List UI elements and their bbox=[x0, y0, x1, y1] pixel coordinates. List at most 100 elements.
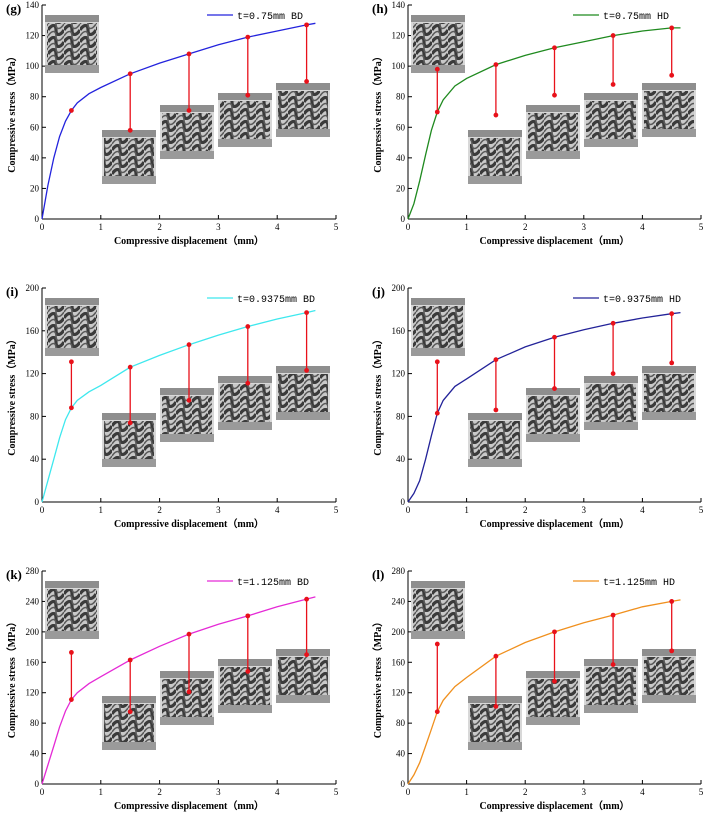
specimen-thumbnail bbox=[642, 649, 696, 703]
y-tick-label: 40 bbox=[30, 454, 40, 464]
thumbnail-platen-top bbox=[160, 105, 214, 112]
x-tick-label: 1 bbox=[464, 505, 469, 515]
marker-point bbox=[186, 51, 192, 57]
panel-letter: (g) bbox=[6, 1, 21, 16]
marker-point bbox=[669, 72, 675, 78]
marker-point bbox=[434, 410, 440, 416]
thumbnail-lattice bbox=[413, 23, 463, 65]
y-tick-label: 0 bbox=[401, 779, 406, 789]
thumbnail-platen-bottom bbox=[102, 742, 156, 750]
thumbnail-platen-top bbox=[468, 413, 522, 420]
x-tick-label: 2 bbox=[523, 222, 528, 232]
data-series-line bbox=[41, 596, 316, 785]
thumbnail-platen-top bbox=[276, 366, 330, 373]
thumbnail-platen-bottom bbox=[276, 695, 330, 703]
chart-panel: 0 1 2 3 4 5 0 40 80 120 160 200 Compressive displace… bbox=[5, 283, 339, 530]
marker-point bbox=[493, 112, 499, 118]
marker-point bbox=[186, 342, 192, 348]
y-tick-label: 80 bbox=[30, 92, 40, 102]
legend-label: t=1.125mm BD bbox=[237, 578, 309, 589]
y-tick-label: 80 bbox=[396, 411, 406, 421]
marker-point bbox=[552, 92, 557, 98]
marker-point bbox=[610, 320, 616, 326]
thumbnail-lattice bbox=[586, 101, 636, 139]
thumbnail-platen-bottom bbox=[102, 459, 156, 467]
specimen-thumbnail bbox=[160, 105, 214, 159]
x-tick-label: 2 bbox=[523, 505, 528, 515]
marker-point bbox=[245, 613, 251, 619]
specimen-thumbnail bbox=[276, 366, 330, 420]
thumbnail-platen-bottom bbox=[526, 434, 580, 442]
x-tick-label: 5 bbox=[699, 505, 704, 515]
thumbnail-platen-bottom bbox=[468, 176, 522, 184]
thumbnail-platen-bottom bbox=[526, 151, 580, 159]
x-tick-label: 2 bbox=[157, 222, 162, 232]
thumbnail-platen-top bbox=[411, 15, 465, 22]
legend-label: t=0.9375mm BD bbox=[237, 295, 315, 306]
marker-point bbox=[245, 380, 251, 386]
specimen-thumbnail bbox=[218, 376, 272, 430]
chart-panel: 0 1 2 3 4 5 0 40 80 120 160 200 240 280 Compressive di… bbox=[371, 566, 704, 812]
thumbnail-platen-top bbox=[584, 376, 638, 383]
legend-label: t=0.75mm HD bbox=[603, 12, 669, 23]
thumbnail-lattice bbox=[470, 138, 520, 176]
marker-point bbox=[552, 678, 557, 684]
x-tick-label: 0 bbox=[40, 222, 45, 232]
marker-point bbox=[69, 108, 74, 113]
y-tick-label: 0 bbox=[35, 779, 40, 789]
thumbnail-platen-bottom bbox=[218, 422, 272, 430]
thumbnail-lattice bbox=[278, 657, 328, 695]
thumbnail-lattice bbox=[278, 91, 328, 129]
thumbnail-platen-bottom bbox=[276, 129, 330, 137]
thumbnail-platen-top bbox=[584, 659, 638, 666]
x-tick-label: 1 bbox=[99, 222, 104, 232]
y-tick-label: 20 bbox=[30, 183, 40, 193]
x-tick-label: 5 bbox=[334, 222, 339, 232]
thumbnail-lattice bbox=[162, 396, 212, 434]
y-axis-title: Compressive stress（MPa） bbox=[371, 334, 384, 456]
thumbnail-platen-top bbox=[45, 298, 99, 305]
legend-label: t=0.75mm BD bbox=[237, 12, 303, 23]
thumbnail-lattice bbox=[528, 113, 578, 151]
y-tick-label: 0 bbox=[35, 214, 40, 224]
specimen-thumbnail bbox=[468, 413, 522, 467]
y-tick-label: 160 bbox=[392, 657, 406, 667]
marker-point bbox=[669, 599, 675, 604]
thumbnail-platen-top bbox=[102, 696, 156, 703]
thumbnail-platen-bottom bbox=[160, 717, 214, 725]
thumbnail-lattice bbox=[278, 374, 328, 412]
thumbnail-lattice bbox=[528, 679, 578, 717]
thumbnail-platen-bottom bbox=[642, 412, 696, 420]
specimen-thumbnail bbox=[526, 671, 580, 725]
thumbnail-platen-top bbox=[642, 83, 696, 90]
thumbnail-platen-bottom bbox=[642, 129, 696, 137]
specimen-thumbnail bbox=[526, 388, 580, 442]
thumbnail-platen-top bbox=[468, 130, 522, 137]
y-tick-label: 140 bbox=[26, 0, 40, 10]
thumbnail-platen-top bbox=[218, 93, 272, 100]
marker-point bbox=[245, 324, 251, 329]
thumbnail-platen-top bbox=[160, 671, 214, 678]
thumbnail-lattice bbox=[162, 679, 212, 717]
y-tick-label: 0 bbox=[401, 214, 406, 224]
x-tick-label: 4 bbox=[275, 222, 280, 232]
marker-point bbox=[69, 649, 74, 655]
y-tick-label: 120 bbox=[26, 31, 40, 41]
x-tick-label: 3 bbox=[582, 787, 587, 797]
marker-point bbox=[610, 612, 616, 618]
y-tick-label: 40 bbox=[396, 454, 406, 464]
y-tick-label: 120 bbox=[26, 688, 40, 698]
panel-letter: (k) bbox=[6, 567, 22, 582]
thumbnail-platen-bottom bbox=[160, 434, 214, 442]
marker-point bbox=[127, 420, 133, 426]
y-tick-label: 200 bbox=[26, 283, 40, 293]
x-tick-label: 0 bbox=[40, 505, 45, 515]
thumbnail-platen-bottom bbox=[526, 717, 580, 725]
thumbnail-lattice bbox=[47, 23, 97, 65]
marker-point bbox=[245, 34, 251, 40]
marker-point bbox=[552, 334, 557, 340]
thumbnail-platen-top bbox=[584, 93, 638, 100]
thumbnail-lattice bbox=[586, 667, 636, 705]
marker-point bbox=[245, 669, 251, 674]
marker-point bbox=[610, 33, 616, 38]
